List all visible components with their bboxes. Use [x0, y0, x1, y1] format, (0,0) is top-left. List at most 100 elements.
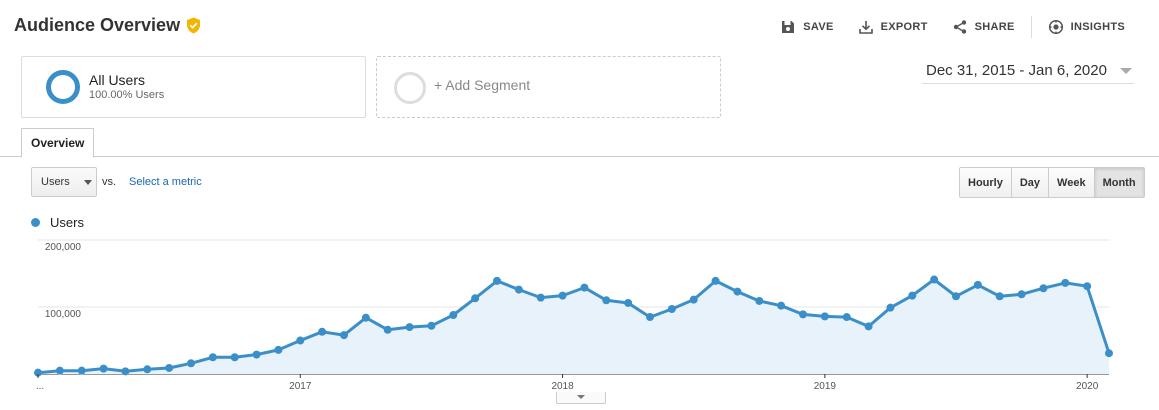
data-point: [143, 365, 152, 374]
actions-divider: [1030, 16, 1032, 38]
data-point: [799, 310, 807, 319]
data-point: [689, 295, 698, 304]
page-title: Audience Overview: [14, 15, 201, 36]
data-point: [493, 276, 501, 285]
data-point: [99, 364, 108, 373]
metric-select-value: Users: [41, 176, 70, 188]
data-point: [1083, 282, 1092, 291]
month-button[interactable]: Month: [1094, 168, 1144, 197]
data-point: [733, 287, 742, 296]
data-point: [646, 313, 654, 322]
y-tick-label: 200,000: [45, 242, 82, 253]
day-button[interactable]: Day: [1011, 168, 1050, 197]
save-label: SAVE: [803, 21, 834, 33]
page-header: Audience Overview SAVE EXPORT SHARE INSI…: [0, 0, 1159, 52]
chevron-down-icon: [1120, 67, 1132, 74]
data-point: [427, 321, 436, 330]
empty-segment-ring-icon: [394, 72, 426, 104]
tab-bar: Overview: [0, 127, 1159, 158]
data-point: [711, 276, 720, 285]
x-tick-label: 2020: [1076, 381, 1099, 392]
data-point: [296, 336, 305, 345]
data-point: [886, 303, 895, 312]
data-point: [558, 291, 567, 300]
data-point: [973, 280, 982, 289]
data-point: [536, 293, 545, 302]
y-tick-label: 100,000: [45, 309, 82, 320]
data-point: [165, 363, 174, 372]
insights-icon: [1048, 19, 1063, 35]
week-button[interactable]: Week: [1049, 168, 1095, 197]
data-point: [755, 296, 764, 305]
data-point: [1039, 284, 1048, 293]
data-point: [952, 292, 960, 301]
segment-ring-icon: [46, 70, 80, 104]
share-icon: [953, 20, 966, 34]
data-point: [274, 345, 283, 354]
legend-label-users: Users: [50, 215, 84, 230]
hourly-button[interactable]: Hourly: [960, 168, 1012, 197]
data-point: [471, 294, 480, 303]
data-point: [383, 325, 392, 334]
data-point: [908, 291, 917, 300]
date-range-picker[interactable]: Dec 31, 2015 - Jan 6, 2020: [922, 58, 1134, 84]
add-segment-label: + Add Segment: [434, 77, 531, 93]
data-point: [602, 296, 611, 305]
x-tick-label: 2017: [289, 381, 312, 392]
chart-resize-handle[interactable]: [556, 392, 606, 404]
select-metric-link[interactable]: Select a metric: [129, 176, 202, 188]
chart-legend: Users: [31, 215, 84, 230]
data-point: [624, 298, 633, 307]
users-line-chart: 100,000 200,000... 2017 2018 2019 2020: [34, 239, 1113, 392]
data-point: [361, 313, 370, 322]
data-point: [405, 323, 414, 332]
data-point: [187, 359, 195, 368]
segment-name: All Users: [89, 72, 146, 88]
legend-dot-icon: [31, 218, 40, 227]
series-area-fill: [38, 279, 1109, 374]
data-point: [121, 367, 130, 376]
share-label: SHARE: [974, 21, 1015, 33]
data-point: [514, 285, 523, 294]
data-point: [230, 353, 239, 362]
share-button[interactable]: SHARE: [940, 17, 1027, 37]
data-point: [667, 305, 676, 314]
data-point: [842, 313, 851, 322]
tab-overview[interactable]: Overview: [21, 128, 95, 158]
segment-all-users[interactable]: All Users 100.00% Users: [21, 56, 366, 118]
data-point: [340, 331, 348, 340]
x-tick-label: 2018: [551, 381, 574, 392]
vs-label: vs.: [102, 176, 117, 188]
metric-select[interactable]: Users: [31, 167, 97, 197]
page-title-text: Audience Overview: [14, 15, 181, 35]
data-point: [34, 368, 42, 377]
data-point: [1017, 290, 1026, 299]
dropdown-arrow-icon: [83, 179, 92, 185]
export-button[interactable]: EXPORT: [846, 17, 940, 37]
data-point: [252, 350, 261, 359]
data-point: [55, 366, 64, 375]
insights-label: INSIGHTS: [1070, 21, 1125, 33]
data-point: [864, 322, 873, 331]
export-icon: [858, 21, 873, 34]
data-point: [580, 283, 589, 292]
save-icon: [782, 21, 795, 33]
data-point: [820, 312, 829, 321]
x-tick-label: 2019: [814, 381, 837, 392]
verified-shield-icon: [186, 17, 201, 34]
insights-button[interactable]: INSIGHTS: [1036, 17, 1137, 37]
data-point: [1105, 349, 1113, 358]
date-range-text: Dec 31, 2015 - Jan 6, 2020: [926, 62, 1107, 79]
data-point: [449, 311, 458, 320]
data-point: [777, 301, 786, 310]
add-segment-button[interactable]: + Add Segment: [376, 56, 721, 118]
data-point: [1061, 278, 1070, 287]
granularity-toggle: Hourly Day Week Month: [959, 167, 1145, 198]
save-button[interactable]: SAVE: [768, 17, 845, 37]
data-point: [318, 327, 327, 336]
data-point: [208, 353, 217, 362]
x-tick-label: ...: [36, 381, 44, 392]
header-actions: SAVE EXPORT SHARE INSIGHTS: [768, 16, 1137, 38]
data-point: [930, 275, 939, 284]
data-point: [995, 292, 1004, 301]
